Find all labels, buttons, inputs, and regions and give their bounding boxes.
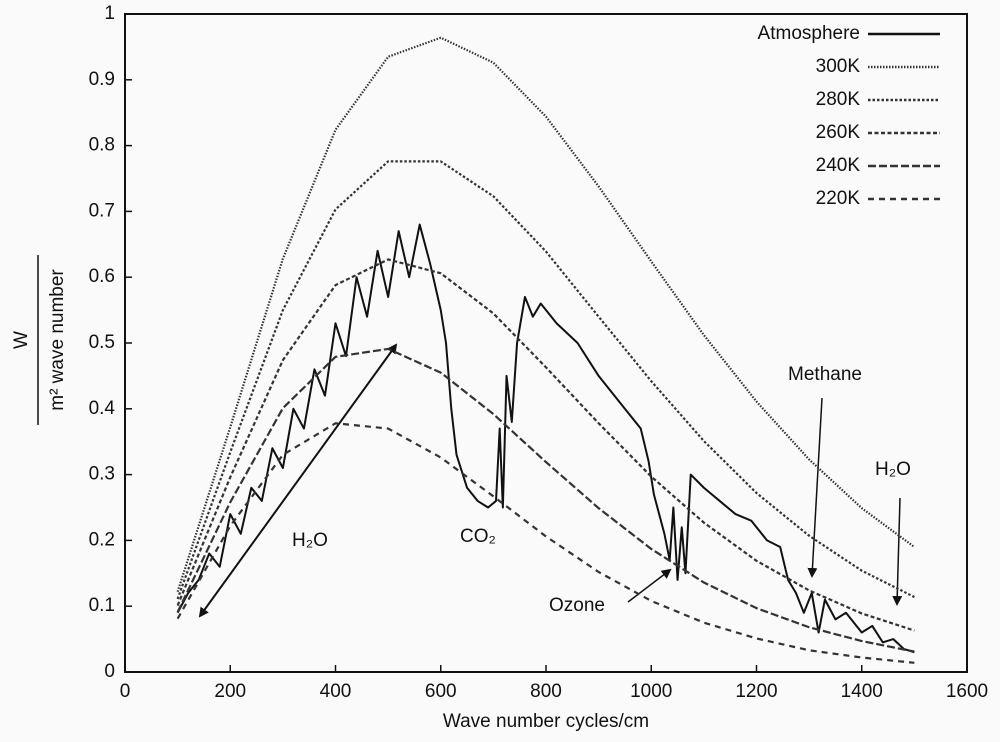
y-axis-label-denominator: m² wave number [47, 269, 68, 411]
legend-label: 280K [816, 89, 861, 110]
x-tick-label: 1200 [735, 681, 777, 702]
y-tick-label: 0.7 [89, 200, 115, 221]
series-line [176, 422, 915, 664]
y-tick-label: 0.5 [89, 332, 115, 353]
y-tick-label: 0.3 [89, 464, 115, 485]
y-tick-label: 1 [104, 3, 115, 24]
annotation: Ozone [549, 595, 605, 616]
x-tick-label: 0 [120, 681, 131, 702]
annotation-arrow [627, 568, 672, 603]
x-tick-label: 400 [320, 681, 352, 702]
annotation: H₂O [875, 459, 911, 480]
legend-label: 220K [816, 188, 861, 209]
x-axis-label: Wave number cycles/cm [443, 711, 649, 732]
x-tick-label: 1000 [630, 681, 672, 702]
legend-label: Atmosphere [758, 23, 860, 44]
x-tick-label: 200 [214, 681, 246, 702]
annotation-arrow [807, 397, 823, 578]
y-tick-label: 0.6 [89, 266, 115, 287]
legend-label: 240K [816, 155, 861, 176]
series-line [176, 347, 915, 653]
y-tick-label: 0.8 [89, 135, 115, 156]
legend-label: 260K [816, 122, 861, 143]
x-tick-label: 1600 [946, 681, 988, 702]
series-line [176, 36, 916, 593]
series-line [176, 223, 915, 654]
y-tick-label: 0 [104, 661, 115, 682]
annotation: CO₂ [460, 526, 496, 547]
x-tick-label: 600 [425, 681, 457, 702]
annotation-arrow [892, 497, 903, 606]
y-tick-label: 0.4 [89, 398, 116, 419]
legend-label: 300K [816, 56, 861, 77]
annotation: H₂O [292, 530, 328, 551]
plot-frame [124, 13, 968, 673]
annotation-arrow [198, 343, 398, 618]
series-line [176, 160, 915, 600]
y-axis-label-numerator: W [11, 331, 32, 349]
x-tick-label: 1400 [841, 681, 883, 702]
y-tick-label: 0.1 [89, 595, 115, 616]
y-tick-label: 0.9 [89, 69, 115, 90]
y-tick-label: 0.2 [89, 529, 115, 550]
series-line [176, 258, 915, 632]
annotation: Methane [788, 364, 862, 385]
x-tick-label: 800 [530, 681, 562, 702]
